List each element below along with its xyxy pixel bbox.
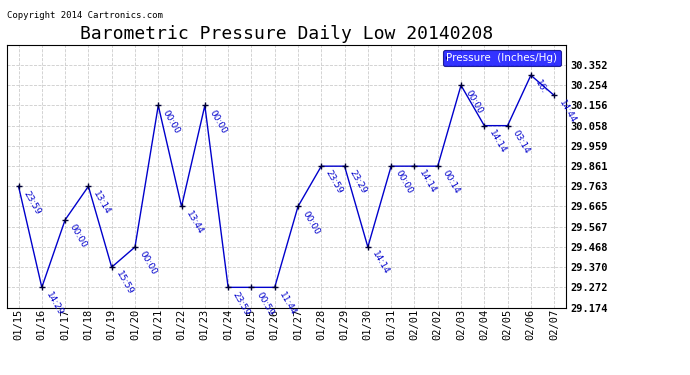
Text: 16:: 16: [533,78,549,95]
Text: 13:14: 13:14 [91,189,112,216]
Text: 00:00: 00:00 [138,250,159,277]
Text: 23:29: 23:29 [347,169,368,196]
Legend: Pressure  (Inches/Hg): Pressure (Inches/Hg) [444,50,560,66]
Text: 13:44: 13:44 [184,209,205,236]
Text: 00:00: 00:00 [68,223,88,249]
Text: 00:00: 00:00 [208,108,228,135]
Text: 14:44: 14:44 [557,98,578,125]
Text: 23:59: 23:59 [324,169,345,196]
Text: 15:59: 15:59 [115,270,135,297]
Text: 14:29: 14:29 [45,290,66,317]
Text: 23:59: 23:59 [231,290,252,317]
Text: 00:00: 00:00 [161,108,181,135]
Text: 23:59: 23:59 [21,189,42,216]
Text: 11:44: 11:44 [277,290,298,317]
Text: Copyright 2014 Cartronics.com: Copyright 2014 Cartronics.com [7,11,163,20]
Text: 03:14: 03:14 [511,128,531,155]
Text: 14:14: 14:14 [371,250,391,276]
Text: 00:00: 00:00 [394,169,415,196]
Text: 14:14: 14:14 [487,128,508,155]
Text: 00:00: 00:00 [464,88,484,115]
Text: 14:14: 14:14 [417,169,438,196]
Title: Barometric Pressure Daily Low 20140208: Barometric Pressure Daily Low 20140208 [80,26,493,44]
Text: 00:59: 00:59 [254,290,275,317]
Text: 00:14: 00:14 [440,169,461,196]
Text: 00:00: 00:00 [301,209,322,236]
